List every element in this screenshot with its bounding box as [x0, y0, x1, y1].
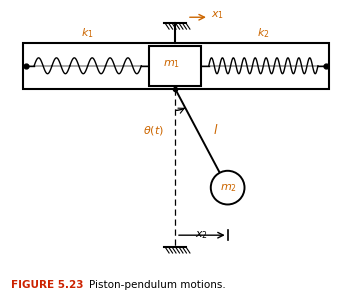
Text: $m_1$: $m_1$	[163, 58, 180, 70]
Text: $m_2$: $m_2$	[220, 182, 237, 194]
Text: Piston-pendulum motions.: Piston-pendulum motions.	[89, 280, 225, 290]
Text: $x_2$: $x_2$	[195, 229, 208, 241]
Text: $x_1$: $x_1$	[211, 10, 224, 21]
Text: $k_1$: $k_1$	[81, 26, 94, 40]
Bar	[23, 43, 329, 89]
Text: FIGURE 5.23: FIGURE 5.23	[11, 280, 84, 290]
Text: $k_2$: $k_2$	[257, 26, 270, 40]
Text: $\theta(t)$: $\theta(t)$	[143, 124, 164, 137]
Circle shape	[211, 171, 245, 204]
Bar	[149, 46, 201, 86]
Text: $l$: $l$	[213, 123, 219, 137]
